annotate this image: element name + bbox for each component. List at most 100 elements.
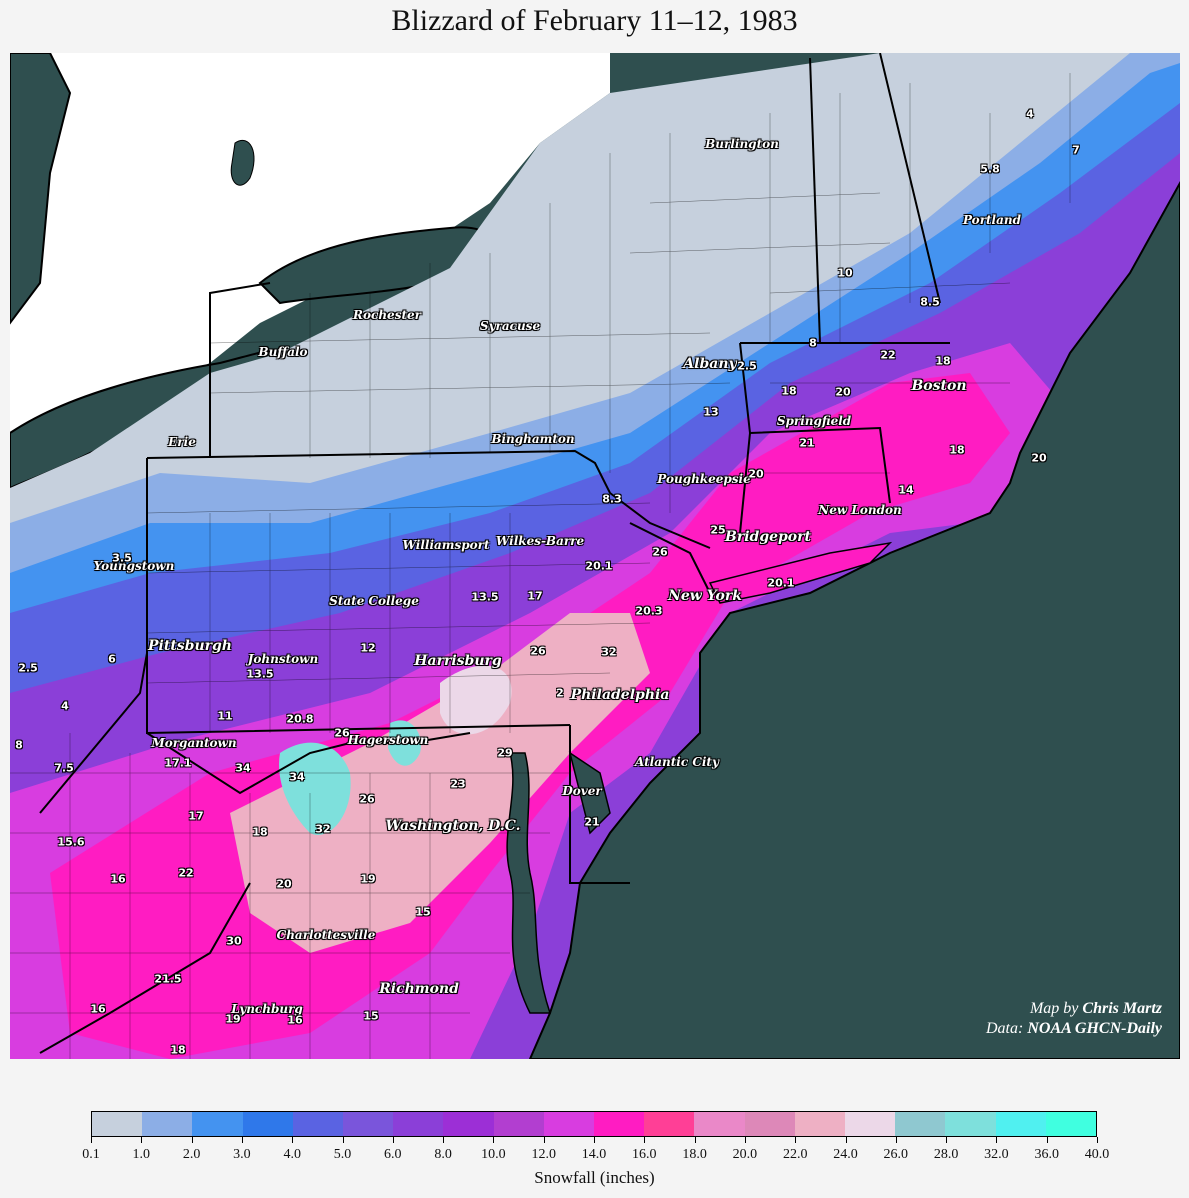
colorbar-tick-label: 22.0 [782, 1147, 808, 1162]
colorbar-swatch [493, 1112, 544, 1136]
station-value: 20.8 [286, 712, 314, 726]
city-label: New London [818, 503, 902, 517]
colorbar-swatch [92, 1112, 143, 1136]
station-value: 20.1 [767, 576, 795, 590]
colorbar-swatch [594, 1112, 645, 1136]
station-value: 20.3 [635, 604, 663, 618]
station-value: 6 [108, 652, 116, 666]
city-label: Syracuse [479, 319, 541, 333]
station-value: 7 [1072, 143, 1080, 157]
colorbar-swatch [694, 1112, 745, 1136]
station-value: 25 [710, 523, 726, 537]
atlantic-ocean [528, 180, 1180, 1059]
station-value: 17 [188, 809, 204, 823]
colorbar-tickmark [141, 1137, 143, 1143]
station-value: 22 [178, 866, 194, 880]
station-value: 17.1 [164, 756, 192, 770]
colorbar-swatch [142, 1112, 193, 1136]
colorbar-swatch [343, 1112, 394, 1136]
station-value: 14 [898, 483, 914, 497]
station-value: 15 [363, 1009, 379, 1023]
station-value: 26 [334, 726, 350, 740]
colorbar-tickmark [342, 1137, 344, 1143]
city-label: Morgantown [151, 736, 237, 750]
station-value: 32 [315, 822, 331, 836]
city-label: State College [329, 594, 419, 608]
snow-band-7 [230, 613, 650, 953]
colorbar-swatch [744, 1112, 795, 1136]
colorbar-tickmark [946, 1137, 948, 1143]
city-label: Dover [562, 784, 602, 798]
state-borders [39, 53, 950, 1054]
station-value: 7.5 [54, 761, 74, 775]
station-value: 18 [170, 1043, 186, 1057]
city-label: Springfield [776, 414, 852, 428]
station-value: 15 [415, 905, 431, 919]
county-lines [10, 73, 1071, 1059]
colorbar-swatch [794, 1112, 846, 1136]
colorbar-tickmark [443, 1137, 445, 1143]
map-title: Blizzard of February 11–12, 1983 [391, 4, 798, 37]
colorbar-tick-label: 12.0 [531, 1147, 556, 1162]
station-value: 22 [880, 348, 896, 362]
colorbar-swatch [292, 1112, 344, 1136]
station-value: 4 [1026, 107, 1034, 121]
station-value: 17 [527, 589, 543, 603]
long-island [708, 541, 893, 604]
station-value: 2.5 [18, 661, 38, 675]
city-label: Binghamton [491, 432, 575, 446]
city-label: Rochester [353, 308, 421, 322]
colorbar-tick-label: 5.0 [333, 1147, 352, 1162]
station-value: 8 [15, 738, 23, 752]
snowfall-map[interactable]: Burlington Portland Rochester Syracuse B… [10, 53, 1180, 1059]
colorbar-tickmark [91, 1137, 92, 1143]
colorbar-tickmark [292, 1137, 294, 1143]
station-value: 16 [110, 872, 126, 886]
station-value: 13.5 [246, 667, 274, 681]
colorbar-tick-label: 28.0 [933, 1147, 959, 1162]
station-value: 13 [703, 405, 719, 419]
station-value: 21.5 [154, 972, 182, 986]
station-value: 2 [556, 686, 564, 700]
delaware-bay [568, 751, 611, 835]
city-label: Hagerstown [347, 733, 429, 747]
colorbar-tick-label: 40.0 [1084, 1147, 1110, 1162]
city-label: Youngstown [93, 559, 175, 573]
colorbar-tick-label: 16.0 [632, 1147, 657, 1162]
colorbar-tickmark [543, 1137, 545, 1143]
colorbar-tick-label: 24.0 [833, 1147, 858, 1162]
colorbar-tickmark [241, 1137, 243, 1143]
city-label: Albany [683, 356, 737, 372]
city-label: Johnstown [247, 652, 319, 666]
colorbar-swatch [945, 1112, 996, 1136]
colorbar-tick-label: 32.0 [984, 1147, 1009, 1162]
station-value: 2.5 [737, 359, 757, 373]
city-label: Harrisburg [414, 653, 502, 669]
city-label: Pittsburgh [148, 638, 232, 654]
station-value: 18 [781, 384, 797, 398]
colorbar-swatch [845, 1112, 896, 1136]
station-value: 15.6 [57, 835, 85, 849]
colorbar-swatch [192, 1112, 243, 1136]
colorbar-tick-label: 2.0 [182, 1147, 201, 1162]
colorbar-tickmark [795, 1137, 797, 1143]
city-label: Washington, D.C. [385, 818, 521, 834]
colorbar-tick-label: 36.0 [1034, 1147, 1059, 1162]
colorbar-tick-label: 1.0 [132, 1147, 151, 1162]
colorbar-tickmark [191, 1137, 193, 1143]
colorbar-tickmark [594, 1137, 595, 1143]
station-value: 26 [652, 545, 668, 559]
city-label: Charlottesville [276, 928, 376, 942]
canada-land [10, 53, 610, 433]
colorbar-tickmark [694, 1137, 696, 1143]
colorbar-swatch [895, 1112, 946, 1136]
colorbar-tick-label: 10.0 [481, 1147, 506, 1162]
station-value: 26 [530, 644, 546, 658]
station-value: 20 [748, 467, 764, 481]
station-value: 3.5 [112, 551, 132, 565]
station-value: 8.5 [920, 295, 940, 309]
snow-band-10 [440, 665, 512, 735]
colorbar-ticks: 0.1 1.0 2.0 3.0 4.0 5.0 6.0 8.0 10.0 12.0 14.0 16.0… [82, 1137, 1109, 1162]
city-label: Portland [962, 213, 1022, 227]
city-label: Erie [168, 435, 196, 449]
